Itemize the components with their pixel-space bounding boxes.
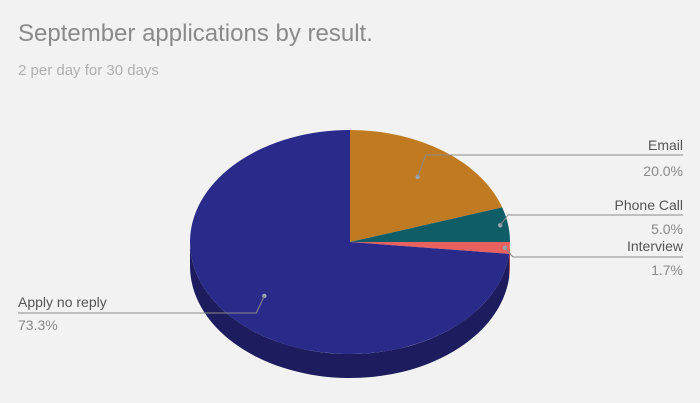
- chart-title: September applications by result.: [18, 20, 373, 47]
- slice-percent-interview: 1.7%: [651, 262, 683, 278]
- leader-line-interview: [504, 247, 683, 258]
- leader-dot-email: [415, 174, 420, 179]
- leader-line-phone-call: [499, 214, 683, 226]
- slice-label-interview: Interview: [627, 238, 684, 254]
- slice-label-phone-call: Phone Call: [615, 197, 684, 213]
- leader-line-email: [417, 154, 683, 177]
- pie-slice-apply-no-reply: [189, 130, 510, 354]
- slice-percent-phone-call: 5.0%: [651, 221, 683, 237]
- slice-percent-email: 20.0%: [643, 163, 683, 179]
- pie-slice-email: [350, 130, 503, 242]
- slice-percent-apply-no-reply: 73.3%: [18, 317, 58, 333]
- chart-subtitle: 2 per day for 30 days: [18, 62, 159, 79]
- slice-label-email: Email: [648, 137, 683, 153]
- pie-slice-phone-call: [350, 207, 510, 242]
- leader-dot-apply-no-reply: [262, 293, 267, 299]
- pie-slice-interview: [350, 242, 510, 254]
- leader-line-apply-no-reply: [18, 295, 265, 314]
- pie-side-interview: [509, 242, 510, 278]
- pie-side-apply-no-reply: [190, 242, 510, 379]
- slice-label-apply-no-reply: Apply no reply: [18, 294, 107, 310]
